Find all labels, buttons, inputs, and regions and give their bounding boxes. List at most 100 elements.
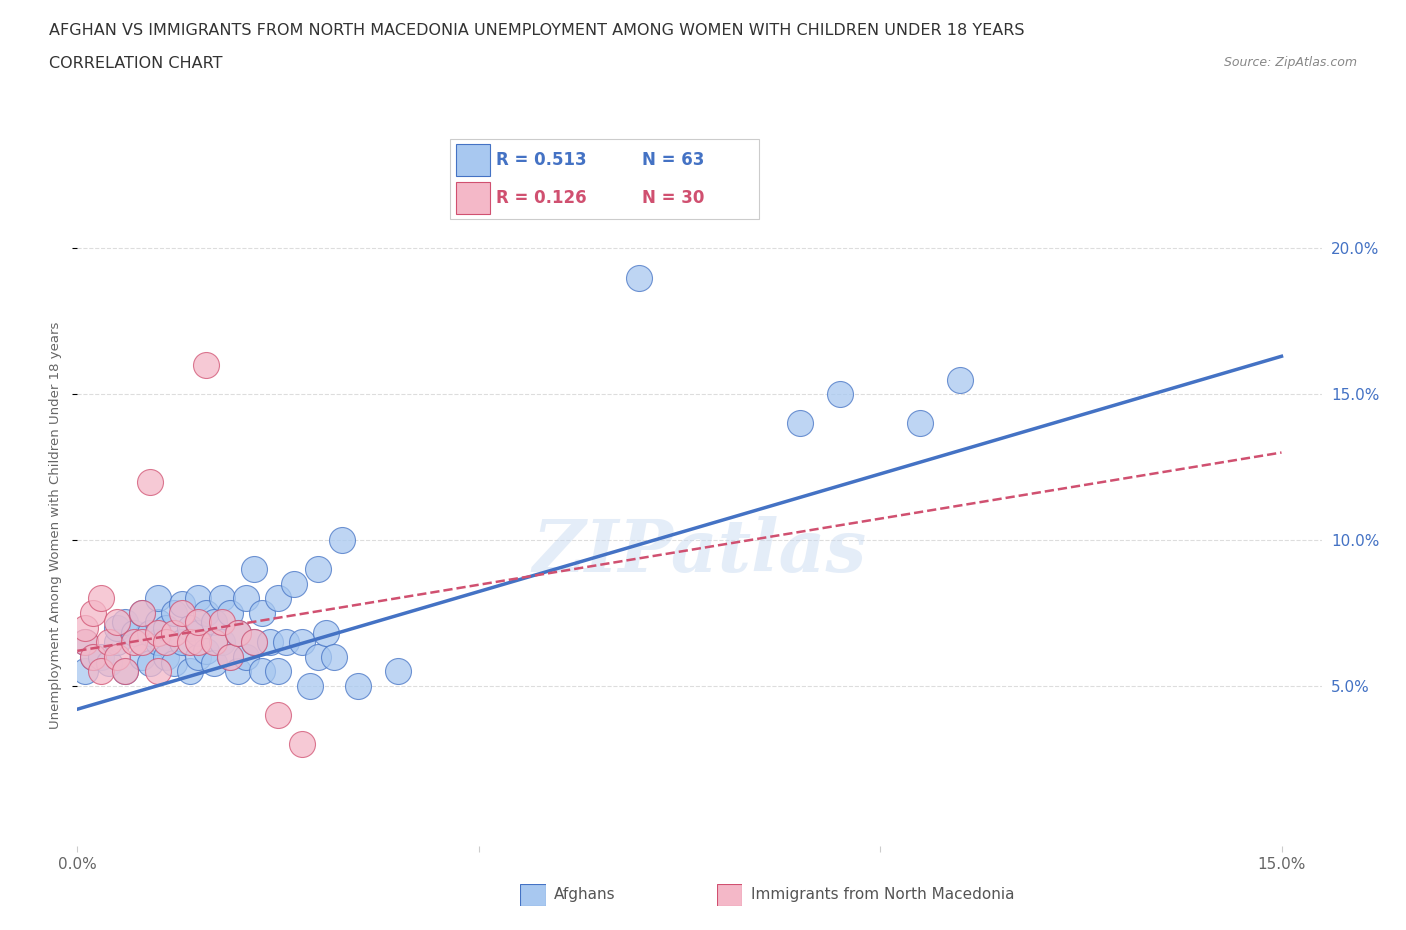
FancyBboxPatch shape xyxy=(456,182,491,214)
Point xyxy=(114,664,136,679)
Point xyxy=(146,615,169,630)
Y-axis label: Unemployment Among Women with Children Under 18 years: Unemployment Among Women with Children U… xyxy=(49,322,62,729)
Point xyxy=(170,597,193,612)
Point xyxy=(114,615,136,630)
Point xyxy=(243,562,266,577)
Point xyxy=(291,634,314,649)
Point xyxy=(194,644,217,658)
Point xyxy=(138,655,160,670)
Point xyxy=(98,634,121,649)
Point xyxy=(187,626,209,641)
Text: Afghans: Afghans xyxy=(554,887,616,902)
Point xyxy=(202,655,225,670)
Point xyxy=(155,634,177,649)
FancyBboxPatch shape xyxy=(717,884,742,906)
Point xyxy=(226,664,249,679)
Point xyxy=(259,634,281,649)
Point xyxy=(194,358,217,373)
Point xyxy=(163,605,186,620)
Point xyxy=(202,615,225,630)
Point xyxy=(330,533,353,548)
Point xyxy=(274,634,297,649)
Point xyxy=(114,664,136,679)
Point xyxy=(267,664,290,679)
Point xyxy=(628,270,651,285)
Point xyxy=(122,626,145,641)
Point xyxy=(226,626,249,641)
Point xyxy=(107,620,129,635)
Text: Source: ZipAtlas.com: Source: ZipAtlas.com xyxy=(1223,56,1357,69)
Point xyxy=(235,591,257,605)
Point xyxy=(131,605,153,620)
Point xyxy=(90,649,112,664)
Point xyxy=(243,634,266,649)
Point xyxy=(98,655,121,670)
Point xyxy=(315,626,337,641)
Text: N = 30: N = 30 xyxy=(641,189,704,207)
Point xyxy=(155,649,177,664)
Point xyxy=(323,649,346,664)
Text: R = 0.126: R = 0.126 xyxy=(496,189,586,207)
Text: CORRELATION CHART: CORRELATION CHART xyxy=(49,56,222,71)
Point xyxy=(82,605,104,620)
Point xyxy=(163,626,186,641)
Point xyxy=(179,620,201,635)
FancyBboxPatch shape xyxy=(456,144,491,176)
Point xyxy=(146,591,169,605)
Point xyxy=(828,387,851,402)
Point xyxy=(107,634,129,649)
Point xyxy=(131,605,153,620)
FancyBboxPatch shape xyxy=(450,140,759,219)
Point xyxy=(82,649,104,664)
Point xyxy=(226,626,249,641)
Point xyxy=(138,474,160,489)
Point xyxy=(250,605,273,620)
Point xyxy=(211,615,233,630)
Point xyxy=(170,634,193,649)
Point xyxy=(202,634,225,649)
Point xyxy=(90,664,112,679)
Point xyxy=(107,649,129,664)
Point xyxy=(283,577,305,591)
Point xyxy=(146,626,169,641)
Point xyxy=(75,634,97,649)
Point xyxy=(194,605,217,620)
Point xyxy=(299,679,322,694)
Point xyxy=(179,634,201,649)
Point xyxy=(122,634,145,649)
Point xyxy=(307,649,329,664)
Point xyxy=(107,615,129,630)
Point xyxy=(789,416,811,431)
Point xyxy=(291,737,314,751)
Point xyxy=(211,591,233,605)
Point xyxy=(218,649,240,664)
Text: AFGHAN VS IMMIGRANTS FROM NORTH MACEDONIA UNEMPLOYMENT AMONG WOMEN WITH CHILDREN: AFGHAN VS IMMIGRANTS FROM NORTH MACEDONI… xyxy=(49,23,1025,38)
Point xyxy=(187,634,209,649)
Point xyxy=(131,634,153,649)
Point xyxy=(131,649,153,664)
Point xyxy=(218,605,240,620)
Text: Immigrants from North Macedonia: Immigrants from North Macedonia xyxy=(751,887,1014,902)
Text: N = 63: N = 63 xyxy=(641,151,704,169)
Point xyxy=(138,626,160,641)
Point xyxy=(949,372,972,387)
Point xyxy=(155,620,177,635)
Point xyxy=(170,605,193,620)
Point xyxy=(146,634,169,649)
Text: R = 0.513: R = 0.513 xyxy=(496,151,586,169)
Point xyxy=(187,649,209,664)
Point xyxy=(82,649,104,664)
Point xyxy=(187,615,209,630)
Point xyxy=(146,664,169,679)
Point xyxy=(250,664,273,679)
Point xyxy=(75,664,97,679)
Point xyxy=(163,655,186,670)
Point xyxy=(267,591,290,605)
Point xyxy=(90,591,112,605)
Point xyxy=(211,634,233,649)
Point xyxy=(347,679,370,694)
Point xyxy=(307,562,329,577)
FancyBboxPatch shape xyxy=(520,884,546,906)
Point xyxy=(187,591,209,605)
Text: ZIPatlas: ZIPatlas xyxy=(533,515,866,587)
